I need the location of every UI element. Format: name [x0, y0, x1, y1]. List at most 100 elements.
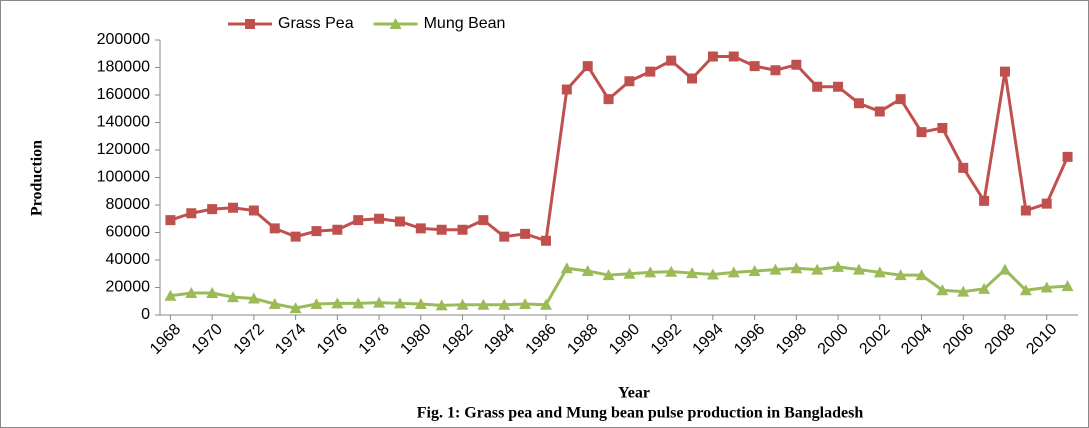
point	[1041, 198, 1052, 209]
point	[978, 282, 991, 294]
x-tick-label: 1990	[606, 321, 643, 358]
x-tick-label: 1968	[147, 321, 184, 358]
series-line	[170, 265, 1068, 310]
point	[790, 262, 803, 274]
point	[310, 298, 323, 309]
point	[853, 98, 864, 109]
point	[561, 84, 572, 95]
point	[979, 195, 990, 206]
y-axis-label: Production	[29, 140, 46, 216]
y-tick-label: 160000	[97, 86, 150, 103]
x-axis-label: Year	[618, 385, 650, 402]
point	[873, 266, 886, 278]
point	[998, 263, 1011, 275]
x-tick-label: 2004	[898, 321, 935, 358]
legend-marker	[389, 18, 402, 29]
x-tick-label: 1976	[314, 321, 351, 358]
point	[519, 298, 532, 309]
point	[289, 302, 302, 314]
point	[185, 287, 198, 298]
legend-label: Mung Bean	[424, 15, 506, 32]
point	[248, 205, 259, 216]
x-tick-label: 1970	[189, 321, 226, 358]
point	[394, 216, 405, 227]
caption: Fig. 1: Grass pea and Mung bean pulse pr…	[417, 405, 864, 422]
point	[436, 224, 447, 235]
point	[415, 223, 426, 234]
point	[749, 61, 760, 72]
x-tick-label: 1980	[397, 321, 434, 358]
x-tick-label: 1972	[231, 321, 268, 358]
point	[999, 66, 1010, 77]
point	[706, 268, 719, 280]
y-tick-label: 20000	[106, 279, 151, 296]
point	[894, 269, 907, 281]
x-tick-label: 1982	[439, 321, 476, 358]
point	[164, 289, 177, 301]
point	[331, 297, 344, 309]
point	[874, 106, 885, 117]
point	[791, 59, 802, 70]
x-tick-label: 1978	[356, 321, 393, 358]
point	[728, 51, 739, 62]
point	[186, 208, 197, 219]
point	[414, 298, 427, 309]
point	[916, 127, 927, 138]
point	[623, 267, 636, 279]
x-tick-label: 1994	[690, 321, 727, 358]
point	[477, 298, 490, 310]
x-tick-label: 2008	[982, 321, 1019, 358]
point	[228, 202, 239, 213]
x-tick-label: 1974	[272, 321, 309, 358]
y-tick-label: 40000	[106, 251, 151, 268]
point	[833, 81, 844, 92]
legend-marker	[245, 19, 255, 29]
point	[207, 204, 218, 215]
point	[206, 287, 219, 298]
point	[268, 298, 281, 309]
x-tick-label: 1992	[648, 321, 685, 358]
point	[645, 66, 656, 77]
point	[624, 76, 635, 87]
point	[644, 266, 657, 278]
point	[540, 235, 551, 246]
point	[311, 226, 322, 237]
point	[435, 299, 448, 311]
point	[247, 292, 260, 304]
point	[290, 231, 301, 242]
y-tick-label: 200000	[97, 31, 150, 48]
point	[811, 263, 824, 275]
point	[936, 284, 949, 296]
point	[687, 73, 698, 84]
point	[748, 265, 761, 276]
point	[269, 223, 280, 234]
point	[457, 224, 468, 235]
point	[581, 265, 594, 276]
point	[770, 65, 781, 76]
point	[393, 297, 406, 309]
point	[165, 215, 176, 226]
point	[602, 269, 615, 281]
y-tick-label: 0	[141, 306, 150, 323]
point	[937, 123, 948, 133]
point	[769, 263, 782, 275]
point	[1062, 151, 1073, 162]
point	[478, 215, 489, 226]
point	[707, 51, 718, 62]
point	[895, 94, 906, 105]
point	[582, 61, 593, 72]
x-tick-label: 1986	[523, 321, 560, 358]
point	[603, 94, 614, 105]
point	[520, 228, 531, 239]
point	[1019, 284, 1032, 296]
point	[1020, 205, 1031, 216]
point	[665, 265, 678, 277]
point	[1061, 280, 1074, 292]
x-tick-label: 2002	[856, 321, 893, 358]
x-tick-label: 2000	[815, 321, 852, 358]
x-tick-label: 1998	[773, 321, 810, 358]
point	[852, 263, 865, 275]
point	[332, 224, 343, 235]
